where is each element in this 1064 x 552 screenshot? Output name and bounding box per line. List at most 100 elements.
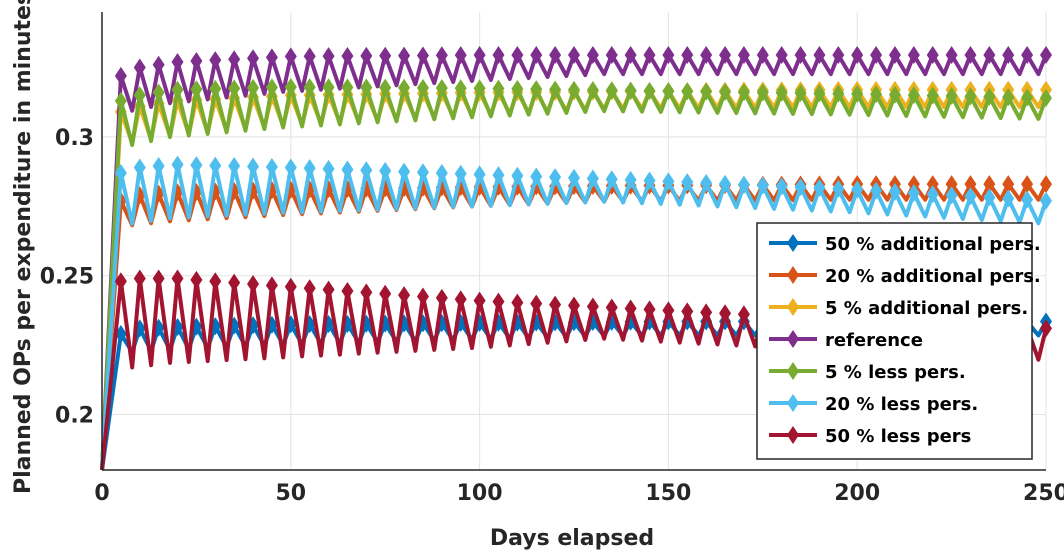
data-point bbox=[171, 269, 184, 288]
data-point bbox=[907, 183, 920, 202]
data-point bbox=[247, 49, 260, 68]
data-point bbox=[341, 281, 354, 300]
data-point bbox=[945, 86, 958, 105]
data-point bbox=[643, 300, 656, 319]
data-point bbox=[530, 46, 543, 65]
data-point bbox=[926, 86, 939, 105]
data-point bbox=[511, 79, 524, 98]
data-point bbox=[719, 82, 732, 101]
data-point bbox=[643, 171, 656, 190]
data-point bbox=[454, 164, 467, 183]
data-point bbox=[624, 46, 637, 65]
data-point bbox=[303, 279, 316, 298]
x-tick-label: 200 bbox=[834, 481, 880, 506]
data-point bbox=[888, 182, 901, 201]
data-point bbox=[435, 79, 448, 98]
data-point bbox=[964, 46, 977, 65]
y-tick-label: 0.25 bbox=[40, 265, 94, 290]
data-point bbox=[681, 82, 694, 101]
data-point bbox=[303, 78, 316, 97]
data-point bbox=[322, 280, 335, 299]
data-point bbox=[265, 48, 278, 67]
data-point bbox=[171, 155, 184, 174]
data-point bbox=[719, 46, 732, 65]
legend-entry: 50 % less pers bbox=[825, 426, 971, 447]
data-point bbox=[265, 78, 278, 97]
data-point bbox=[775, 46, 788, 65]
data-point bbox=[152, 269, 165, 288]
data-point bbox=[926, 46, 939, 65]
legend-swatch-marker bbox=[787, 330, 799, 348]
data-point bbox=[737, 175, 750, 194]
data-point bbox=[719, 304, 732, 323]
data-point bbox=[284, 158, 297, 177]
data-point bbox=[586, 169, 599, 188]
data-point bbox=[303, 159, 316, 178]
data-point bbox=[379, 46, 392, 65]
data-point bbox=[1040, 89, 1052, 108]
data-point bbox=[983, 175, 996, 194]
data-point bbox=[284, 77, 297, 96]
data-point bbox=[492, 292, 505, 311]
data-point bbox=[284, 277, 297, 296]
data-point bbox=[416, 287, 429, 306]
data-point bbox=[549, 46, 562, 65]
data-point bbox=[247, 275, 260, 294]
data-point bbox=[605, 170, 618, 189]
data-point bbox=[832, 46, 845, 65]
data-point bbox=[586, 297, 599, 316]
data-point bbox=[398, 46, 411, 65]
data-point bbox=[945, 46, 958, 65]
data-point bbox=[416, 78, 429, 97]
data-point bbox=[1002, 189, 1015, 208]
data-point bbox=[398, 286, 411, 305]
data-point bbox=[851, 180, 864, 199]
data-point bbox=[435, 288, 448, 307]
data-point bbox=[473, 79, 486, 98]
data-point bbox=[756, 46, 769, 65]
data-point bbox=[114, 66, 127, 85]
data-point bbox=[870, 85, 883, 104]
data-point bbox=[379, 161, 392, 180]
data-point bbox=[454, 290, 467, 309]
data-point bbox=[568, 46, 580, 65]
data-point bbox=[190, 156, 203, 175]
data-point bbox=[228, 50, 241, 69]
data-point bbox=[851, 46, 864, 65]
data-point bbox=[662, 46, 675, 65]
data-point bbox=[907, 46, 920, 65]
data-point bbox=[190, 270, 203, 289]
data-point bbox=[568, 296, 580, 315]
legend-swatch-marker bbox=[787, 266, 799, 284]
data-point bbox=[737, 46, 750, 65]
data-point bbox=[247, 157, 260, 176]
data-point bbox=[379, 78, 392, 97]
data-point bbox=[1021, 46, 1034, 65]
data-point bbox=[228, 157, 241, 176]
data-point bbox=[473, 46, 486, 65]
data-point bbox=[265, 157, 278, 176]
data-point bbox=[888, 85, 901, 104]
data-point bbox=[756, 176, 769, 195]
data-point bbox=[737, 305, 750, 324]
data-point bbox=[662, 301, 675, 320]
data-point bbox=[398, 162, 411, 181]
data-point bbox=[964, 175, 977, 194]
data-point bbox=[322, 47, 335, 66]
data-point bbox=[964, 87, 977, 106]
data-point bbox=[492, 166, 505, 185]
data-point bbox=[700, 46, 713, 65]
data-point bbox=[398, 78, 411, 97]
data-point bbox=[1002, 46, 1015, 65]
data-point bbox=[870, 181, 883, 200]
data-point bbox=[964, 187, 977, 206]
data-point bbox=[700, 173, 713, 192]
legend-entry: 20 % additional pers. bbox=[825, 266, 1041, 287]
data-point bbox=[700, 82, 713, 101]
data-point bbox=[926, 175, 939, 194]
data-point bbox=[360, 78, 373, 97]
data-point bbox=[907, 86, 920, 105]
data-point bbox=[209, 51, 222, 70]
data-point bbox=[322, 78, 335, 97]
series-reference bbox=[100, 46, 1052, 471]
